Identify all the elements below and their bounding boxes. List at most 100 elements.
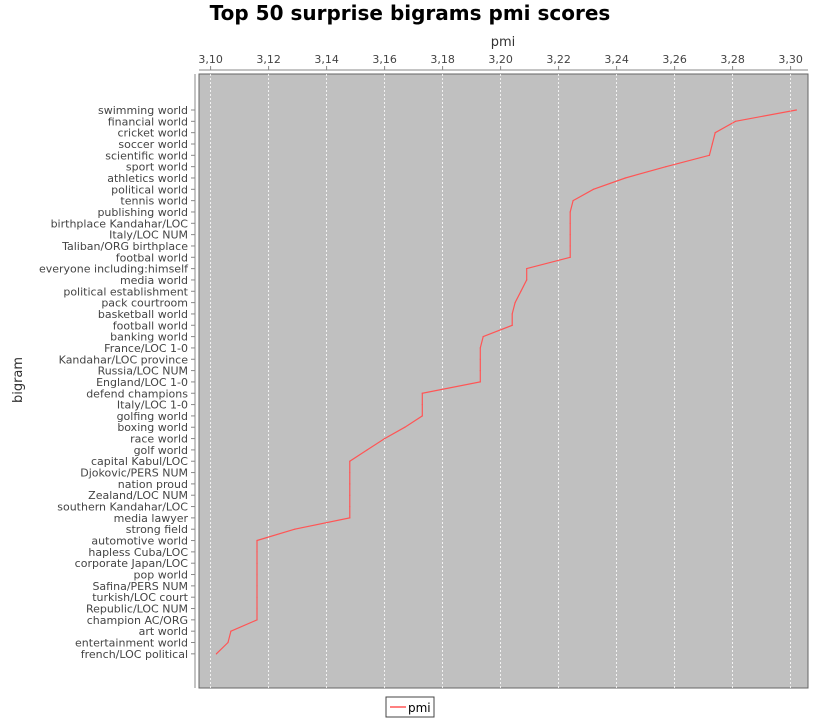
- y-tick-label: publishing world: [97, 206, 188, 219]
- data-point: [526, 279, 528, 281]
- data-point: [349, 505, 351, 508]
- data-point: [479, 358, 481, 360]
- y-tick-label: Italy/LOC 1-0: [117, 399, 188, 412]
- y-tick-label: Zealand/LOC NUM: [88, 489, 188, 502]
- x-tick-label: 3,10: [198, 53, 223, 66]
- y-tick-label: scientific world: [105, 149, 188, 162]
- y-tick-label: media world: [120, 274, 188, 287]
- y-tick-label: pack courtroom: [101, 297, 188, 310]
- y-tick-label: everyone including:himself: [39, 263, 189, 276]
- data-point: [569, 256, 571, 258]
- data-point: [734, 120, 737, 122]
- x-tick-label: 3,30: [778, 53, 803, 66]
- y-tick-label: Republic/LOC NUM: [86, 603, 188, 616]
- y-tick-label: french/LOC political: [81, 648, 188, 661]
- y-tick-label: birthplace Kandahar/LOC: [51, 217, 189, 230]
- data-point: [514, 302, 516, 304]
- data-point: [624, 177, 626, 179]
- data-point: [526, 268, 528, 270]
- x-axis-label: pmi: [491, 35, 516, 50]
- data-point: [366, 449, 368, 451]
- y-tick-label: Taliban/ORG birthplace: [61, 240, 188, 253]
- data-point: [227, 641, 229, 644]
- data-point: [665, 166, 667, 168]
- data-point: [511, 324, 513, 326]
- y-tick-label: political world: [111, 183, 188, 196]
- data-point: [421, 415, 423, 417]
- data-point: [256, 619, 258, 621]
- data-point: [256, 562, 258, 564]
- data-point: [511, 313, 513, 315]
- x-tick-label: 3,12: [256, 53, 281, 66]
- y-tick-label: automotive world: [91, 535, 188, 548]
- data-point: [714, 132, 716, 134]
- data-point: [256, 573, 258, 576]
- y-tick-label: Russia/LOC NUM: [98, 365, 188, 378]
- y-tick-label: Safina/PERS NUM: [92, 580, 188, 593]
- y-tick-label: pop world: [134, 569, 188, 582]
- data-point: [215, 653, 217, 655]
- y-tick-label: champion AC/ORG: [87, 614, 188, 627]
- y-tick-label: athletics world: [107, 172, 188, 185]
- y-tick-label: Kandahar/LOC province: [59, 353, 189, 366]
- data-point: [349, 517, 351, 519]
- data-point: [479, 369, 481, 372]
- data-point: [479, 381, 481, 383]
- y-tick-label: sport world: [126, 161, 188, 174]
- data-point: [569, 234, 571, 236]
- legend-label: pmi: [408, 701, 431, 715]
- y-tick-label: tennis world: [120, 195, 188, 208]
- plot-area: [198, 73, 809, 689]
- y-tick-label: political establishment: [63, 285, 188, 298]
- data-point: [294, 528, 296, 530]
- x-tick-label: 3,22: [546, 53, 571, 66]
- y-tick-label: footbal world: [116, 251, 188, 264]
- data-point: [256, 539, 258, 542]
- data-point: [482, 336, 484, 338]
- x-tick-label: 3,26: [662, 53, 687, 66]
- y-tick-label: golfing world: [117, 410, 188, 423]
- y-tick-label: football world: [113, 319, 188, 332]
- x-tick-label: 3,16: [372, 53, 397, 66]
- data-point: [592, 188, 595, 190]
- data-point: [256, 585, 258, 587]
- data-point: [404, 426, 406, 428]
- data-point: [256, 551, 258, 553]
- y-tick-label: Italy/LOC NUM: [109, 229, 188, 242]
- y-axis-label: bigram: [11, 357, 26, 403]
- y-tick-label: hapless Cuba/LOC: [88, 546, 188, 559]
- data-point: [479, 347, 481, 349]
- data-point: [795, 109, 798, 111]
- y-tick-label: nation proud: [118, 478, 188, 491]
- y-tick-label: England/LOC 1-0: [96, 376, 188, 389]
- y-tick-label: France/LOC 1-0: [104, 342, 188, 355]
- data-point: [349, 483, 351, 485]
- y-tick-label: art world: [139, 625, 188, 638]
- x-tick-label: 3,20: [488, 53, 513, 66]
- y-tick-label: capital Kabul/LOC: [91, 455, 188, 468]
- data-point: [256, 607, 258, 610]
- x-tick-label: 3,24: [604, 53, 629, 66]
- data-point: [349, 471, 351, 474]
- y-tick-label: boxing world: [117, 421, 188, 434]
- data-point: [384, 437, 386, 440]
- y-tick-label: corporate Japan/LOC: [75, 557, 189, 570]
- y-tick-label: financial world: [108, 115, 188, 128]
- data-point: [256, 596, 258, 598]
- data-point: [349, 460, 351, 462]
- data-point: [569, 222, 571, 224]
- y-tick-label: race world: [130, 433, 188, 446]
- x-tick-label: 3,18: [430, 53, 455, 66]
- chart-title: Top 50 surprise bigrams pmi scores: [210, 1, 611, 25]
- data-point: [421, 403, 423, 406]
- x-tick-label: 3,28: [720, 53, 745, 66]
- data-point: [569, 211, 571, 213]
- data-point: [230, 630, 232, 632]
- data-point: [520, 290, 522, 292]
- y-tick-label: Djokovic/PERS NUM: [80, 467, 188, 480]
- data-point: [708, 154, 711, 156]
- y-tick-label: cricket world: [117, 127, 188, 140]
- y-tick-label: media lawyer: [114, 512, 189, 525]
- y-tick-label: banking world: [110, 331, 188, 344]
